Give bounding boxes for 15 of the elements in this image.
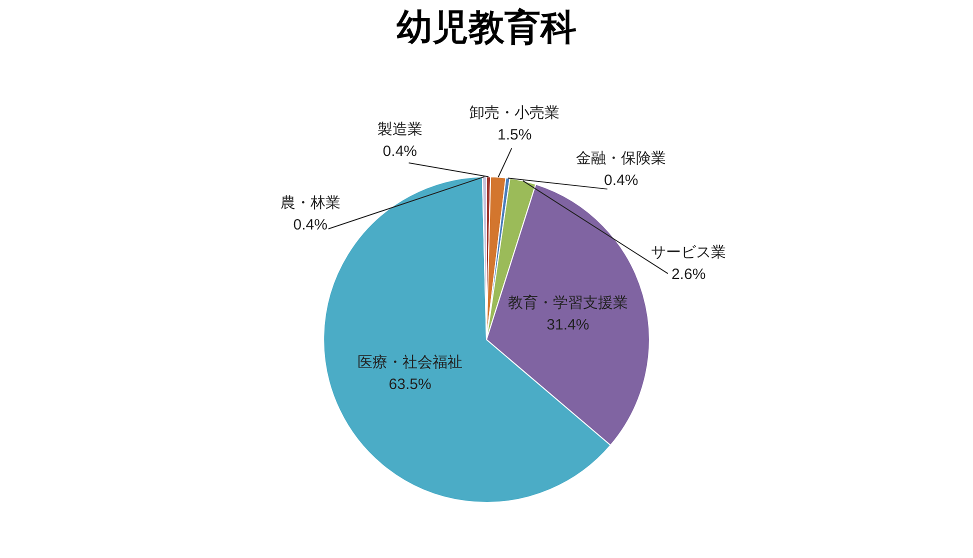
data-label: 0.4% [293,216,328,234]
slice-label: 金融・保険業 [576,150,666,167]
data-label: 0.4% [604,172,638,189]
data-label: 63.5% [388,376,432,394]
data-label: 0.4% [382,142,417,160]
slice-label: 卸売・小売業 [470,104,560,122]
chart-title: 幼児教育科 [396,6,576,48]
slice-label: 製造業 [377,120,422,138]
slice-label: 医療・社会福祉 [358,354,463,372]
data-label: 2.6% [671,266,706,284]
data-label: 31.4% [546,316,590,334]
slice-label: サービス業 [651,244,726,262]
slice-label: 教育・学習支援業 [508,294,628,312]
slice-label: 農・林業 [280,194,340,212]
data-label: 1.5% [497,126,532,144]
